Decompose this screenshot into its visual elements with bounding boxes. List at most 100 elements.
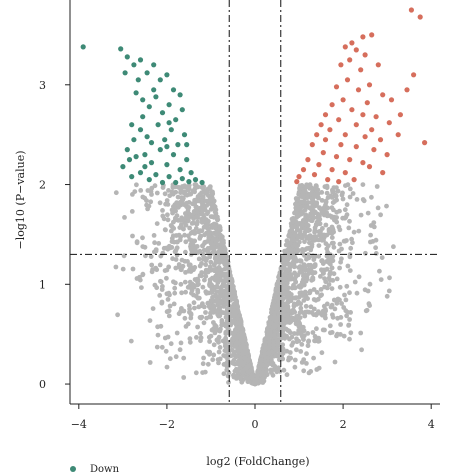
point-not-significant (312, 192, 317, 198)
point-not-significant (314, 200, 320, 206)
point-not-significant (331, 229, 336, 235)
point-not-significant (322, 276, 327, 281)
point-not-significant (178, 187, 184, 193)
point-not-significant (284, 295, 290, 301)
point-not-significant (177, 347, 183, 353)
point-not-significant (239, 351, 245, 357)
point-not-significant (328, 304, 334, 310)
point-up (366, 82, 373, 88)
point-not-significant (347, 218, 352, 224)
point-not-significant (298, 235, 304, 241)
point-not-significant (277, 292, 283, 298)
point-not-significant (387, 275, 392, 281)
point-not-significant (179, 290, 185, 296)
point-down (131, 137, 137, 143)
point-not-significant (373, 237, 379, 243)
x-tick-label: 4 (428, 418, 435, 431)
point-not-significant (219, 271, 225, 277)
point-not-significant (304, 361, 309, 366)
point-not-significant (348, 245, 354, 251)
point-not-significant (316, 253, 322, 259)
point-not-significant (169, 239, 175, 245)
point-not-significant (200, 194, 206, 200)
point-not-significant (222, 266, 228, 272)
point-not-significant (156, 241, 162, 246)
point-not-significant (286, 266, 292, 272)
point-not-significant (233, 340, 239, 346)
x-tick-label: −4 (71, 418, 87, 431)
point-not-significant (139, 285, 144, 290)
point-not-significant (322, 284, 327, 290)
point-not-significant (182, 279, 188, 285)
point-not-significant (329, 224, 335, 230)
point-not-significant (363, 308, 369, 314)
point-up (314, 132, 320, 138)
point-not-significant (296, 338, 302, 344)
point-not-significant (130, 192, 135, 197)
point-not-significant (276, 278, 281, 284)
point-down (135, 77, 141, 83)
point-down (157, 77, 163, 83)
point-not-significant (293, 196, 299, 201)
point-down (137, 127, 144, 133)
point-not-significant (231, 286, 236, 292)
point-not-significant (315, 215, 320, 221)
point-not-significant (232, 344, 238, 349)
point-not-significant (276, 311, 281, 316)
point-not-significant (273, 319, 279, 324)
point-up (344, 77, 351, 83)
point-not-significant (271, 332, 277, 338)
point-not-significant (175, 194, 181, 200)
point-not-significant (239, 379, 245, 385)
point-down (164, 144, 170, 150)
point-not-significant (325, 213, 330, 219)
point-not-significant (375, 205, 381, 211)
point-up (351, 177, 357, 183)
point-not-significant (222, 247, 228, 253)
point-not-significant (293, 295, 298, 301)
point-not-significant (318, 274, 323, 279)
point-not-significant (207, 339, 213, 344)
point-not-significant (166, 188, 171, 193)
point-not-significant (267, 345, 273, 350)
point-not-significant (312, 270, 318, 275)
point-not-significant (384, 203, 389, 209)
point-not-significant (212, 256, 218, 261)
point-down (173, 117, 179, 123)
point-not-significant (217, 289, 223, 294)
point-not-significant (345, 263, 351, 269)
point-not-significant (334, 276, 340, 282)
point-not-significant (340, 196, 346, 202)
point-not-significant (322, 207, 327, 213)
point-not-significant (310, 198, 316, 204)
point-not-significant (187, 237, 193, 242)
point-not-significant (368, 239, 373, 245)
point-not-significant (215, 284, 220, 290)
point-not-significant (195, 324, 201, 330)
point-not-significant (196, 256, 202, 262)
down-points (80, 44, 205, 186)
point-not-significant (233, 310, 239, 316)
point-not-significant (373, 251, 379, 256)
point-up (347, 157, 353, 163)
point-not-significant (163, 348, 169, 354)
point-not-significant (210, 191, 216, 197)
point-not-significant (262, 344, 268, 350)
point-not-significant (187, 225, 193, 231)
point-not-significant (191, 283, 197, 288)
point-not-significant (274, 369, 280, 375)
point-not-significant (294, 210, 300, 216)
point-not-significant (194, 221, 200, 227)
point-down (137, 170, 144, 176)
point-not-significant (195, 184, 201, 190)
point-not-significant (207, 351, 212, 357)
point-down (124, 54, 130, 60)
point-not-significant (284, 372, 290, 378)
point-not-significant (199, 228, 205, 234)
point-not-significant (183, 324, 189, 329)
point-not-significant (305, 343, 311, 349)
point-up (377, 137, 384, 143)
point-not-significant (356, 228, 362, 234)
point-not-significant (217, 356, 223, 362)
point-not-significant (164, 364, 170, 370)
